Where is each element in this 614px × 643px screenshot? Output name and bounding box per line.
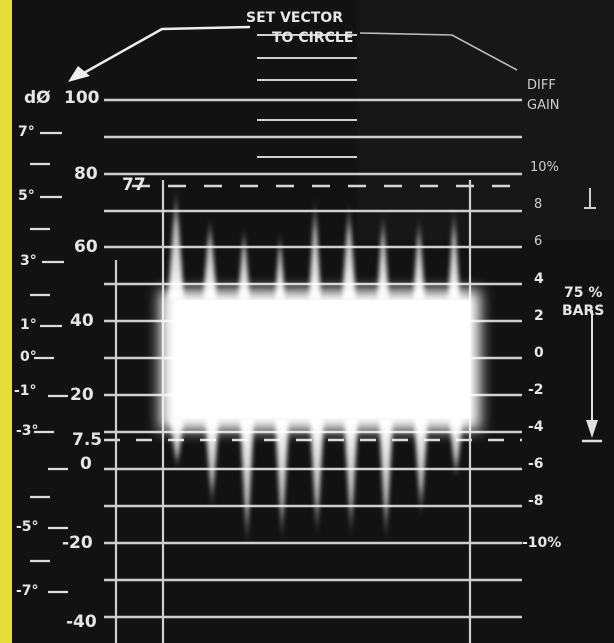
phase-label-minus1: -1° [14,383,37,399]
phase-label-7: 7° [18,124,35,140]
color-bar-band [174,300,470,418]
bars-label-line1: 75 % [564,285,603,301]
gain-label-4: 4 [534,271,544,287]
set-vector-arrow-line [81,25,251,76]
bars-arrowhead [586,420,598,438]
set-vector-arrowhead [68,66,90,82]
phase-label-minus5: -5° [16,519,39,535]
gain-label-8: 8 [534,197,543,212]
diff-gain-label-line1: DIFF [527,78,556,93]
ire-label-60: 60 [74,237,98,257]
gain-label-minus8: -8 [528,493,544,509]
ire-label-0: 0 [80,454,92,474]
ire-label-minus20: -20 [62,533,93,553]
gain-label-minus10pct: -10% [522,535,562,551]
phase-label-0: 0° [20,349,37,365]
ire-marker-77: 77 [122,175,146,195]
gain-label-6: 6 [534,234,543,249]
ire-label-100: 100 [64,88,100,108]
phase-ticks [30,131,68,594]
phase-label-minus7: -7° [16,583,39,599]
waveform-photo: SET VECTOR TO CIRCLE DIFF GAIN 75 % BARS… [12,0,614,643]
phase-label-minus3: -3° [16,423,39,439]
gain-label-0: 0 [534,345,544,361]
ire-label-7-5: 7.5 [72,430,103,450]
diff-gain-label-line2: GAIN [527,98,560,113]
set-vector-label-line1: SET VECTOR [246,10,343,26]
gain-label-minus4: -4 [528,419,544,435]
ire-label-40: 40 [70,311,94,331]
gain-label-2: 2 [534,308,544,324]
diff-gain-leader-line [359,32,518,71]
ire-label-20: 20 [70,385,94,405]
downward-spikes [170,418,463,550]
scope-graticule-svg [12,0,614,643]
gain-label-minus6: -6 [528,456,544,472]
phase-scale-header: dØ [24,88,51,108]
top-short-lines [257,34,357,158]
bars-label-line2: BARS [562,303,605,319]
phase-label-3: 3° [20,253,37,269]
set-vector-label-line2: TO CIRCLE [272,30,354,46]
gain-label-10pct: 10% [530,160,559,175]
upward-spikes [168,185,460,300]
gain-label-minus2: -2 [528,382,544,398]
ire-label-minus40: -40 [66,612,97,632]
phase-label-5: 5° [18,188,35,204]
phase-label-1: 1° [20,317,37,333]
background-patch [357,0,614,240]
ire-label-80: 80 [74,164,98,184]
